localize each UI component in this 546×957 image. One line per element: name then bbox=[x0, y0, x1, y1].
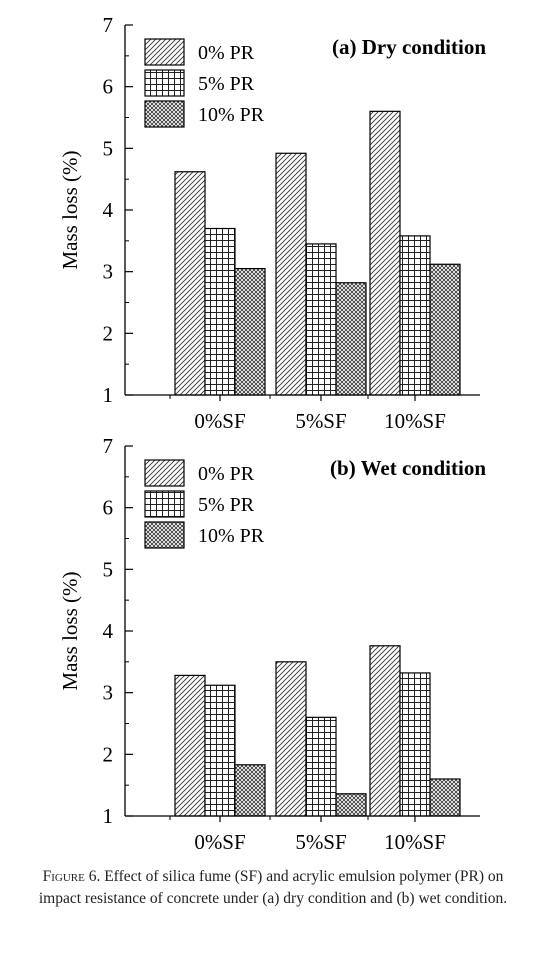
legend-swatch bbox=[144, 459, 185, 487]
legend-swatch bbox=[144, 521, 185, 549]
bar-a-5%SF-s1 bbox=[305, 243, 337, 396]
bar-b-10%SF-s1 bbox=[399, 672, 431, 817]
legend-entry: 5% PR bbox=[198, 494, 255, 516]
legend-entry: 10% PR bbox=[198, 104, 265, 126]
y-tick-label: 4 bbox=[103, 198, 114, 222]
legend-entry: 5% PR bbox=[198, 73, 255, 95]
legend-swatch bbox=[144, 38, 185, 66]
y-tick-label: 5 bbox=[103, 136, 114, 160]
panel-title: (b) Wet condition bbox=[330, 456, 486, 480]
bar-a-0%SF-s2 bbox=[234, 267, 266, 396]
legend-entry: 10% PR bbox=[198, 525, 265, 547]
bar-a-5%SF-s2 bbox=[335, 282, 367, 396]
y-tick-label: 2 bbox=[103, 742, 114, 766]
y-axis-label: Mass loss (%) bbox=[58, 571, 82, 690]
bar-a-0%SF-s1 bbox=[204, 227, 236, 396]
x-tick-label: 10%SF bbox=[384, 409, 446, 433]
bar-a-10%SF-s0 bbox=[369, 110, 401, 396]
y-axis-label: Mass loss (%) bbox=[58, 150, 82, 269]
y-tick-label: 7 bbox=[103, 434, 114, 458]
legend-entry: 0% PR bbox=[198, 463, 255, 485]
x-tick-label: 0%SF bbox=[194, 409, 245, 433]
panel-a: 1 2 3 4 5 6 7 0%SF 5%SF 10%SF Mass loss (%) (a) Dry… bbox=[58, 13, 486, 433]
y-tick-label: 4 bbox=[103, 619, 114, 643]
x-tick-label: 0%SF bbox=[194, 830, 245, 854]
bar-b-5%SF-s2 bbox=[335, 793, 367, 817]
bar-b-10%SF-s0 bbox=[369, 645, 401, 817]
y-tick-label: 3 bbox=[103, 260, 114, 284]
bar-b-10%SF-s2 bbox=[429, 778, 461, 817]
y-tick-label: 3 bbox=[103, 681, 114, 705]
bar-b-5%SF-s1 bbox=[305, 716, 337, 817]
figure-caption: Figure 6. Effect of silica fume (SF) and… bbox=[30, 866, 516, 910]
panel-b: 1 2 3 4 5 6 7 0%SF 5%SF 10%SF Mass loss (%) (b) Wet… bbox=[58, 434, 486, 854]
y-tick-label: 1 bbox=[103, 804, 114, 828]
bar-b-0%SF-s2 bbox=[234, 764, 266, 817]
legend-swatch bbox=[144, 490, 185, 518]
x-tick-label: 5%SF bbox=[295, 830, 346, 854]
bar-a-10%SF-s1 bbox=[399, 235, 431, 396]
caption-text: Effect of silica fume (SF) and acrylic e… bbox=[38, 868, 508, 907]
y-tick-label: 6 bbox=[103, 496, 114, 520]
x-tick-label: 5%SF bbox=[295, 409, 346, 433]
y-tick-label: 1 bbox=[103, 383, 114, 407]
bar-b-0%SF-s0 bbox=[174, 674, 206, 817]
panel-title: (a) Dry condition bbox=[332, 35, 486, 59]
bar-a-10%SF-s2 bbox=[429, 263, 461, 396]
bar-b-0%SF-s1 bbox=[204, 684, 236, 817]
bar-b-5%SF-s0 bbox=[275, 661, 307, 817]
y-tick-label: 2 bbox=[103, 321, 114, 345]
y-tick-label: 6 bbox=[103, 75, 114, 99]
legend-entry: 0% PR bbox=[198, 42, 255, 64]
y-tick-label: 5 bbox=[103, 557, 114, 581]
y-tick-label: 7 bbox=[103, 13, 114, 37]
bar-a-5%SF-s0 bbox=[275, 152, 307, 396]
caption-label: Figure 6. bbox=[42, 868, 101, 885]
legend-swatch bbox=[144, 100, 185, 128]
bar-a-0%SF-s0 bbox=[174, 171, 206, 396]
legend-swatch bbox=[144, 69, 185, 97]
x-tick-label: 10%SF bbox=[384, 830, 446, 854]
